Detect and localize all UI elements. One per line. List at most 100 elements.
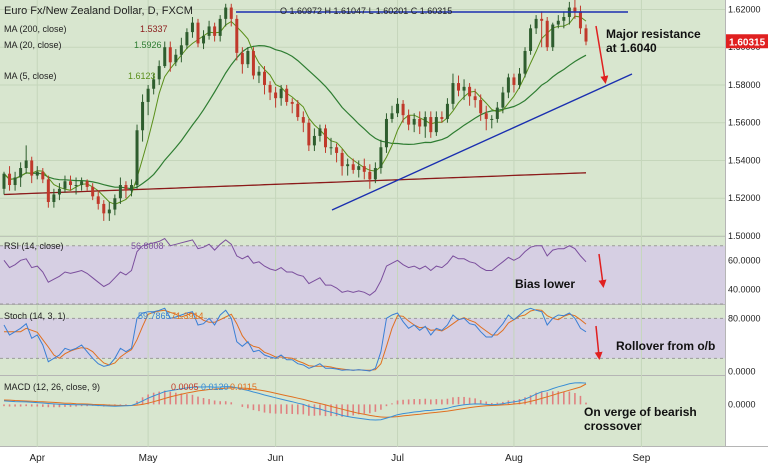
- candle-body: [401, 103, 405, 116]
- candle-body: [41, 171, 45, 180]
- candle-body: [329, 147, 333, 149]
- rsi-tick-label: 60.0000: [728, 255, 761, 265]
- stoch-k-value: 59.7865: [138, 311, 171, 321]
- candle-body: [523, 50, 527, 74]
- candle-body: [517, 73, 521, 85]
- symbol-title[interactable]: Euro Fx/New Zealand Dollar, D, FXCM: [4, 5, 193, 17]
- candle-body: [368, 171, 372, 180]
- candle-body: [434, 117, 438, 133]
- ma5-label[interactable]: MA (5, close): [4, 71, 57, 81]
- candlesticks: [2, 0, 588, 221]
- candle-body: [351, 164, 355, 170]
- macd-label[interactable]: MACD (12, 26, close, 9): [4, 382, 100, 392]
- ma200-label[interactable]: MA (200, close): [4, 24, 67, 34]
- candle-body: [529, 28, 533, 51]
- macd-pane[interactable]: [0, 376, 725, 447]
- month-tick-label: Apr: [29, 453, 45, 464]
- stoch-arrow: [594, 325, 603, 360]
- candle-body: [290, 101, 294, 104]
- candle-body: [556, 20, 560, 25]
- stoch-tick-label: 0.0000: [728, 367, 756, 377]
- candle-body: [168, 47, 172, 63]
- candle-body: [501, 92, 505, 108]
- support-trendline: [331, 73, 633, 211]
- candle-body: [251, 50, 255, 76]
- ma20-label[interactable]: MA (20, close): [4, 40, 62, 50]
- candle-body: [484, 113, 488, 119]
- candle-body: [8, 173, 12, 186]
- macd-note-line2: crossover: [584, 419, 642, 433]
- candle-body: [163, 47, 167, 67]
- ma5-line: [3, 15, 587, 205]
- time-axis[interactable]: [0, 447, 768, 467]
- month-tick-label: May: [139, 453, 158, 464]
- candle-body: [573, 7, 577, 12]
- candle-body: [578, 11, 582, 29]
- candle-body: [96, 196, 100, 204]
- candle-body: [69, 181, 73, 186]
- candle-body: [457, 83, 461, 91]
- candle-body: [274, 92, 278, 99]
- candle-body: [107, 209, 111, 214]
- candle-body: [346, 164, 350, 167]
- rsi-label[interactable]: RSI (14, close): [4, 241, 64, 251]
- candle-body: [257, 71, 261, 76]
- rsi-line: [3, 237, 587, 296]
- ma20-value: 1.5926: [134, 40, 162, 50]
- candle-body: [102, 203, 106, 214]
- candle-body: [296, 103, 300, 118]
- candle-body: [146, 88, 150, 102]
- candle-body: [384, 118, 388, 148]
- candle-body: [462, 86, 466, 91]
- candle-body: [185, 32, 189, 46]
- candle-body: [63, 181, 67, 189]
- ma200-value: 1.5337: [140, 24, 168, 34]
- oscillator-lines: [3, 237, 587, 421]
- candle-body: [35, 171, 39, 176]
- candle-body: [429, 117, 433, 133]
- candle-body: [246, 50, 250, 65]
- candle-body: [545, 20, 549, 48]
- month-tick-label: Jul: [391, 453, 404, 464]
- candle-body: [490, 118, 494, 120]
- candle-body: [407, 115, 411, 125]
- rsi-arrow: [598, 253, 607, 288]
- ohlc-readout: O 1.60972 H 1.61047 L 1.60201 C 1.60315: [280, 6, 452, 16]
- candle-body: [423, 117, 427, 127]
- candle-body: [190, 22, 194, 33]
- candle-body: [196, 22, 200, 44]
- candle-body: [224, 7, 228, 19]
- rsi-note: Bias lower: [515, 277, 575, 291]
- stoch-label[interactable]: Stoch (14, 3, 1): [4, 311, 66, 321]
- candle-body: [468, 86, 472, 97]
- stoch-d-value: 71.3914: [171, 311, 204, 321]
- candle-body: [479, 100, 483, 114]
- candle-body: [141, 101, 145, 131]
- moving-averages: [3, 15, 587, 205]
- candle-body: [240, 52, 244, 65]
- candle-body: [57, 188, 61, 195]
- candle-body: [335, 147, 339, 153]
- candle-body: [318, 128, 322, 136]
- last-price-tag: 1.60315: [726, 34, 768, 49]
- candle-body: [307, 122, 311, 146]
- candle-body: [357, 166, 361, 170]
- candle-body: [268, 84, 272, 93]
- candle-body: [379, 147, 383, 169]
- annotations: Major resistance at 1.6040 Bias lower Ro…: [515, 25, 715, 433]
- candle-body: [174, 54, 178, 63]
- candle-body: [512, 77, 516, 85]
- month-tick-label: Sep: [633, 453, 651, 464]
- month-tick-label: Aug: [505, 453, 523, 464]
- price-tick-label: 1.62000: [728, 4, 761, 14]
- candle-body: [24, 160, 28, 169]
- price-axis[interactable]: [725, 0, 768, 447]
- chart-legend: Euro Fx/New Zealand Dollar, D, FXCM O 1.…: [4, 5, 452, 81]
- candle-body: [30, 160, 34, 176]
- macd-tick-label: 0.0000: [728, 399, 756, 409]
- candle-body: [46, 179, 50, 203]
- month-tick-label: Jun: [268, 453, 284, 464]
- ma200-line: [3, 172, 587, 196]
- candle-body: [2, 173, 6, 189]
- macd-note-line1: On verge of bearish: [584, 405, 697, 419]
